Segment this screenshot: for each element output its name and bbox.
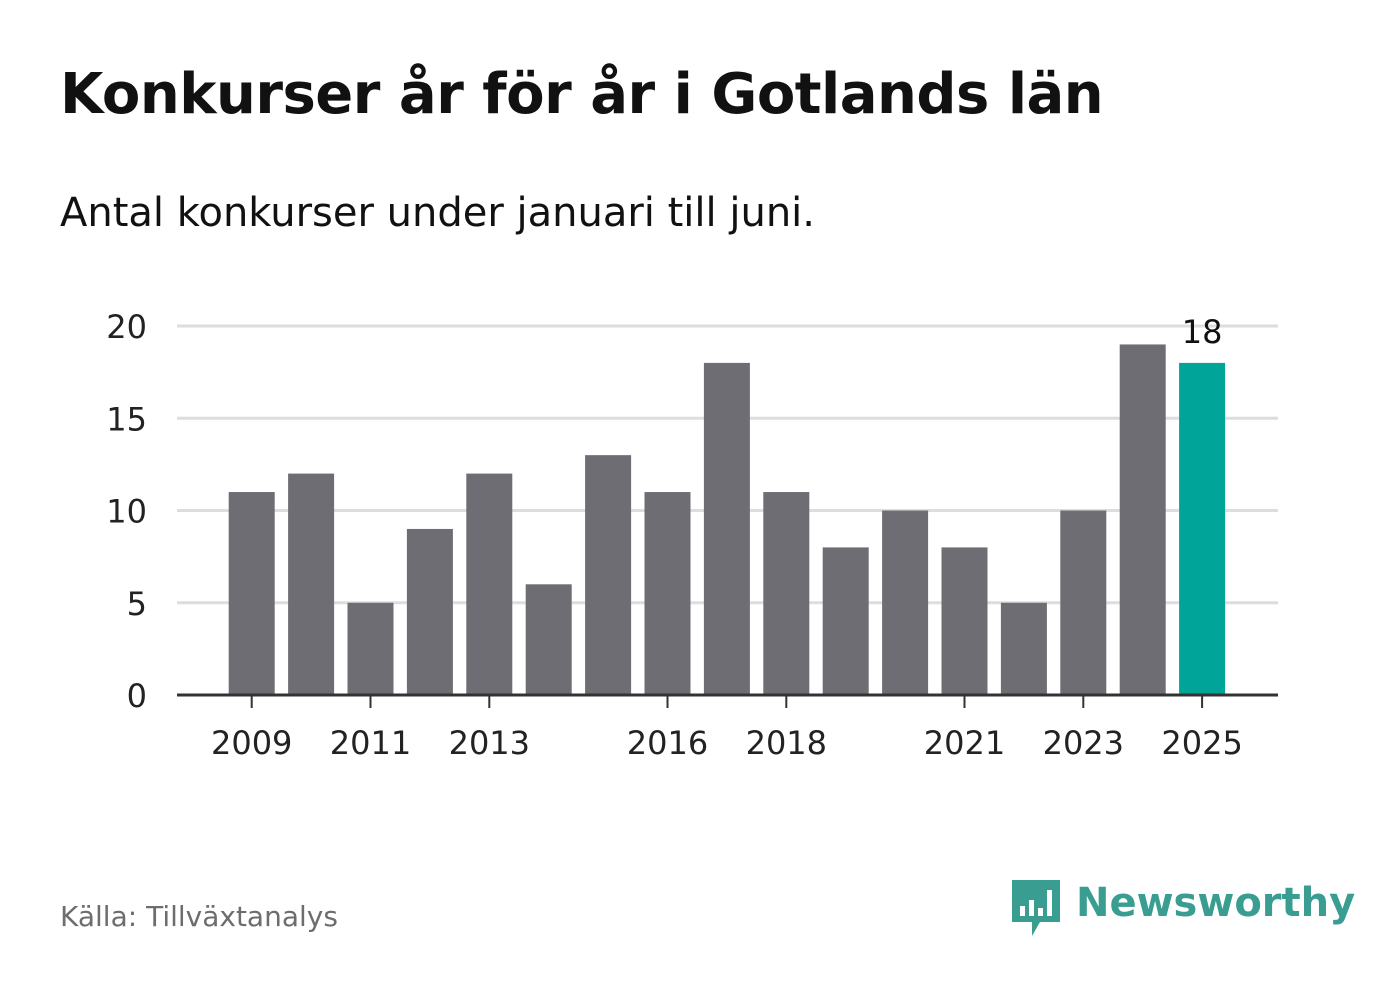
- bar: [1179, 362, 1226, 695]
- x-tick-label: 2023: [1043, 724, 1124, 762]
- bar: [466, 473, 513, 695]
- x-tick-label: 2025: [1161, 724, 1242, 762]
- brand-name: Newsworthy: [1076, 880, 1356, 926]
- x-tick-label: 2021: [924, 724, 1005, 762]
- bar: [822, 547, 869, 695]
- bar: [644, 492, 691, 695]
- bar: [228, 492, 275, 695]
- bar: [1060, 510, 1107, 695]
- bar: [703, 362, 750, 695]
- y-tick-label: 10: [106, 493, 147, 531]
- y-tick-label: 0: [127, 677, 147, 715]
- brand: Newsworthy: [1010, 878, 1355, 938]
- bar: [941, 547, 988, 695]
- x-tick-label: 2013: [449, 724, 530, 762]
- bar: [1119, 344, 1166, 695]
- y-tick-label: 20: [106, 308, 147, 346]
- bar-chart-speech-bubble-icon: [1012, 880, 1060, 936]
- x-tick-label: 2018: [746, 724, 827, 762]
- x-tick-label: 2016: [627, 724, 708, 762]
- chart-subtitle: Antal konkurser under januari till juni.: [60, 190, 815, 236]
- bar: [882, 510, 929, 695]
- data-label: 18: [1182, 313, 1223, 351]
- bar: [1000, 602, 1047, 695]
- bar: [763, 492, 810, 695]
- bar: [406, 528, 453, 695]
- bar: [288, 473, 335, 695]
- source-note: Källa: Tillväxtanalys: [60, 900, 338, 933]
- bar: [347, 602, 394, 695]
- x-tick-label: 2009: [211, 724, 292, 762]
- bar: [525, 584, 572, 695]
- bar: [585, 455, 632, 695]
- chart-title: Konkurser år för år i Gotlands län: [60, 62, 1104, 127]
- y-tick-label: 5: [127, 585, 147, 623]
- y-tick-label: 15: [106, 400, 147, 438]
- x-tick-label: 2011: [330, 724, 411, 762]
